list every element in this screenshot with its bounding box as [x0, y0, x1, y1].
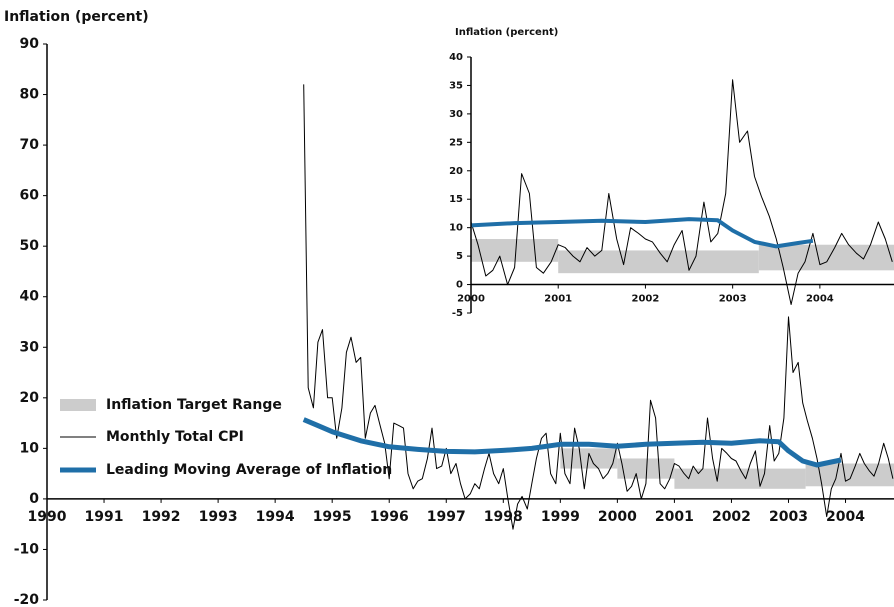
- moving-average-line: [471, 217, 814, 249]
- plot-area: [471, 79, 894, 305]
- cpi-line: [303, 84, 894, 530]
- x-tick-label: 1995: [313, 509, 352, 525]
- x-tick-label: 2001: [544, 294, 572, 305]
- y-tick-label: 30: [20, 339, 40, 355]
- y-tick-label: 80: [20, 87, 40, 103]
- x-tick-label: 2000: [598, 509, 637, 525]
- y-tick-label: 25: [449, 137, 463, 148]
- y-tick-label: 20: [449, 166, 463, 177]
- y-tick-label: -5: [452, 308, 463, 319]
- y-tick-label: 5: [456, 251, 463, 262]
- y-tick-label: 30: [449, 109, 463, 120]
- target-band: [758, 244, 894, 271]
- inset-title: Inflation (percent): [455, 27, 558, 38]
- x-tick-label: 2002: [632, 294, 660, 305]
- x-tick-label: 1999: [541, 509, 580, 525]
- y-tick-label: 10: [20, 440, 40, 456]
- x-tick-label: 2000: [457, 294, 485, 305]
- y-tick-label: 40: [20, 289, 40, 305]
- moving-average-line: [302, 417, 842, 468]
- y-tick-label: 60: [20, 188, 40, 204]
- y-tick-label: 10: [449, 223, 463, 234]
- cpi-line: [471, 79, 893, 305]
- target-band: [805, 463, 894, 487]
- target-band: [674, 468, 806, 489]
- y-tick-label: -20: [14, 592, 40, 607]
- y-tick-label: 0: [456, 280, 463, 291]
- x-tick-label: 2002: [712, 509, 751, 525]
- y-tick-label: 35: [449, 80, 463, 91]
- x-tick-label: 1996: [370, 509, 409, 525]
- x-tick-label: 1997: [427, 509, 466, 525]
- x-tick-label: 2003: [769, 509, 808, 525]
- chart-title: Inflation (percent): [4, 9, 149, 25]
- plot-area: [302, 84, 894, 530]
- y-tick-label: 90: [20, 36, 40, 52]
- legend-label: Leading Moving Average of Inflation: [106, 462, 392, 478]
- x-tick-label: 1993: [199, 509, 238, 525]
- y-tick-label: -10: [14, 541, 40, 557]
- target-band: [560, 448, 618, 469]
- x-tick-label: 1994: [256, 509, 295, 525]
- x-tick-label: 2004: [826, 509, 865, 525]
- x-tick-label: 2001: [655, 509, 694, 525]
- y-tick-label: 50: [20, 238, 40, 254]
- x-tick-label: 1990: [28, 509, 67, 525]
- legend-label: Monthly Total CPI: [106, 429, 244, 445]
- target-band: [471, 239, 559, 262]
- y-tick-label: 20: [20, 390, 40, 406]
- y-tick-label: 0: [29, 491, 39, 507]
- y-tick-label: 70: [20, 137, 40, 153]
- target-band: [617, 458, 675, 479]
- legend-swatch: [60, 399, 96, 411]
- x-tick-label: 1991: [85, 509, 124, 525]
- y-tick-label: 40: [449, 52, 463, 63]
- x-tick-label: 1998: [484, 509, 523, 525]
- target-band: [558, 250, 759, 274]
- x-tick-label: 2003: [719, 294, 747, 305]
- legend-label: Inflation Target Range: [106, 397, 282, 413]
- x-tick-label: 1992: [142, 509, 181, 525]
- y-tick-label: 15: [449, 194, 463, 205]
- x-tick-label: 2004: [806, 294, 834, 305]
